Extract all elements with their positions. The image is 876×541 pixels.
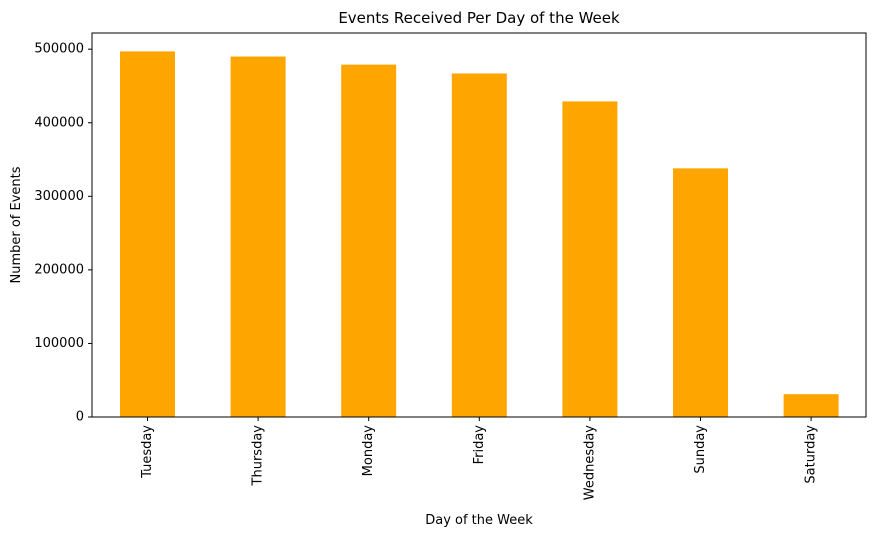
plot-frame	[91, 32, 867, 418]
bar-wednesday	[562, 101, 618, 417]
x-tick-label: Tuesday	[140, 425, 155, 479]
x-tick-label: Friday	[472, 425, 487, 465]
y-axis: 0 100000 200000 300000 400000 500000	[34, 42, 92, 425]
y-tick-label: 300000	[34, 189, 84, 204]
y-tick-label: 100000	[34, 336, 84, 351]
bar-sunday	[673, 168, 728, 417]
x-tick-label: Thursday	[251, 425, 266, 487]
y-tick-label: 0	[76, 410, 84, 425]
y-tick-label: 400000	[34, 115, 84, 130]
x-tick-label: Saturday	[804, 425, 819, 484]
bar-friday	[451, 73, 507, 418]
y-tick-label: 500000	[34, 42, 84, 57]
y-axis-label: Number of Events	[9, 166, 24, 283]
bar-saturday	[783, 394, 839, 417]
x-tick-label: Sunday	[693, 425, 708, 474]
x-tick-label: Monday	[361, 425, 376, 477]
x-axis: Tuesday Thursday Monday Friday Wednesday Sund…	[140, 417, 819, 500]
bars-layer	[120, 51, 839, 418]
chart-title: Events Received Per Day of the Week	[338, 9, 620, 27]
bar-tuesday	[120, 51, 175, 417]
bar-thursday	[230, 56, 286, 417]
x-axis-label: Day of the Week	[425, 513, 533, 528]
x-tick-label: Wednesday	[582, 425, 597, 501]
y-tick-label: 200000	[34, 262, 84, 277]
bar-monday	[341, 64, 397, 417]
